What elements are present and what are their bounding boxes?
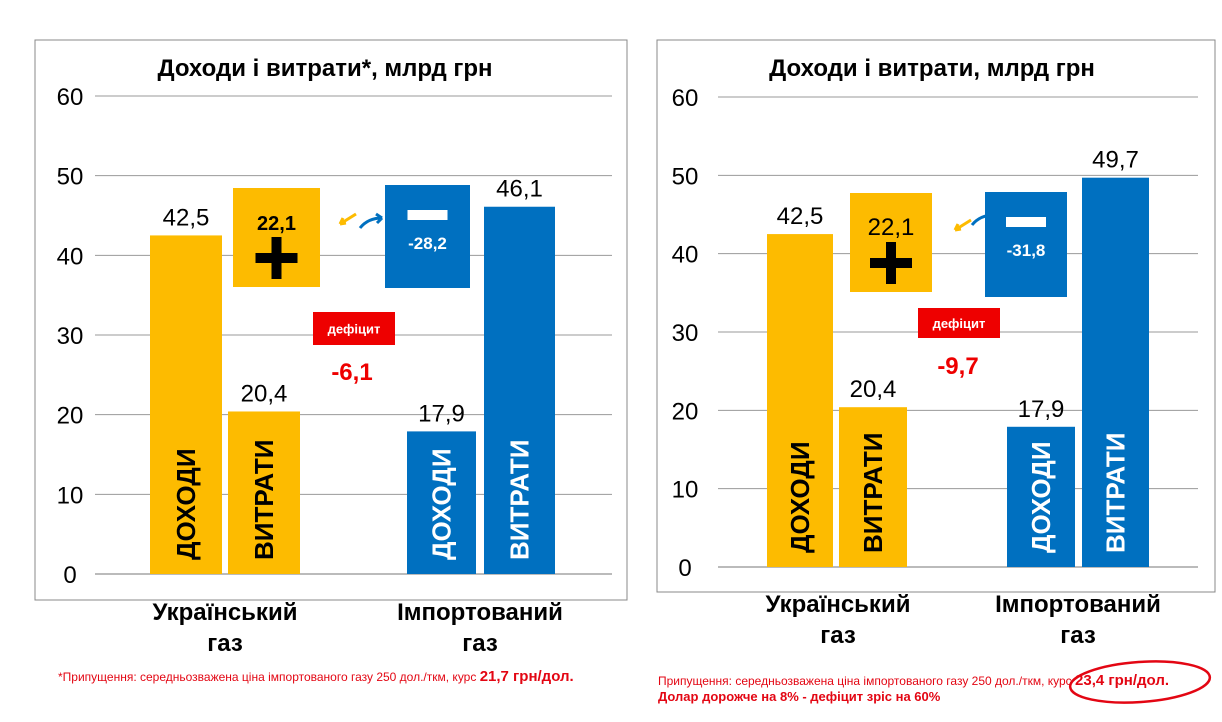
category-label: Імпортований: [995, 591, 1161, 618]
bar: [1082, 177, 1149, 567]
footnote-conclusion: Долар дорожче на 8% - дефіцит зріс на 60…: [658, 689, 941, 704]
category-label: газ: [1060, 622, 1096, 649]
category-label: Імпортований: [397, 599, 563, 626]
bar-value-label: 20,4: [850, 376, 897, 403]
y-tick-label: 30: [57, 323, 84, 350]
bar-value-label: 42,5: [163, 204, 210, 231]
bar-value-label: 17,9: [418, 400, 465, 427]
y-tick-label: 20: [57, 403, 84, 430]
minus-value: -31,8: [1007, 241, 1046, 260]
y-tick-label: 60: [57, 84, 84, 111]
category-label: газ: [462, 630, 498, 657]
y-tick-label: 40: [672, 242, 699, 269]
arrow-icon: [358, 212, 384, 229]
deficit-value: -9,7: [937, 353, 978, 380]
y-tick-label: 20: [672, 398, 699, 425]
arrow-icon: [338, 212, 357, 226]
arrow-icon: [953, 218, 972, 232]
bar-value-label: 20,4: [241, 380, 288, 407]
bar: [150, 235, 222, 574]
bar-label: ДОХОДИ: [171, 448, 201, 560]
deficit-badge: [918, 308, 1000, 338]
footnote-left: *Припущення: середньозважена ціна імпорт…: [58, 668, 574, 685]
category-label: Український: [153, 599, 298, 626]
minus-box: [985, 192, 1067, 297]
bar: [407, 431, 476, 574]
footnote-text: Припущення: середньозважена ціна імпорто…: [658, 674, 1076, 688]
arrow-icon: [970, 209, 996, 226]
bar: [839, 407, 907, 567]
chart-title: Доходи і витрати*, млрд грн: [157, 55, 492, 82]
bar: [228, 411, 300, 574]
minus-box: [385, 185, 470, 288]
category-label: газ: [207, 630, 243, 657]
footnote-text: *Припущення: середньозважена ціна імпорт…: [58, 670, 480, 684]
plus-value: 22,1: [257, 213, 296, 235]
deficit-label: дефіцит: [933, 316, 986, 331]
category-label: Український: [766, 591, 911, 618]
footnote-right: Припущення: середньозважена ціна імпорто…: [658, 672, 1169, 704]
bar-label: ВИТРАТИ: [1101, 433, 1131, 553]
bar: [767, 234, 833, 568]
bar-label: ДОХОДИ: [1026, 441, 1056, 553]
y-tick-label: 0: [678, 555, 691, 582]
y-tick-label: 30: [672, 320, 699, 347]
bar-label: ВИТРАТИ: [505, 440, 535, 560]
chart-title: Доходи і витрати, млрд грн: [769, 55, 1095, 82]
bar-value-label: 42,5: [777, 203, 824, 230]
bar-value-label: 49,7: [1092, 147, 1139, 174]
y-tick-label: 10: [57, 482, 84, 509]
footnote-rate: 21,7 грн/дол.: [479, 668, 574, 685]
bar-label: ДОХОДИ: [785, 441, 815, 553]
deficit-badge: [313, 312, 395, 345]
bar-label: ДОХОДИ: [427, 448, 457, 560]
y-tick-label: 40: [57, 243, 84, 270]
bar-value-label: 46,1: [496, 176, 543, 203]
footnote-rate: 23,4 грн/дол.: [1075, 672, 1170, 689]
deficit-label: дефіцит: [328, 322, 381, 337]
y-tick-label: 50: [57, 164, 84, 191]
minus-icon: [407, 210, 448, 220]
minus-value: -28,2: [408, 234, 447, 253]
bar-label: ВИТРАТИ: [249, 440, 279, 560]
y-tick-label: 0: [63, 562, 76, 589]
plus-icon: [886, 242, 896, 284]
highlight-circle: [1068, 660, 1212, 704]
y-tick-label: 10: [672, 477, 699, 504]
y-tick-label: 50: [672, 163, 699, 190]
plus-icon: [271, 237, 282, 279]
bar: [484, 206, 555, 574]
category-label: газ: [820, 622, 856, 649]
bar-label: ВИТРАТИ: [858, 433, 888, 553]
plus-value: 22,1: [868, 214, 915, 241]
bar: [1007, 426, 1075, 567]
bar-value-label: 17,9: [1018, 396, 1065, 423]
deficit-value: -6,1: [331, 359, 372, 386]
y-tick-label: 60: [672, 85, 699, 112]
minus-icon: [1006, 217, 1046, 227]
